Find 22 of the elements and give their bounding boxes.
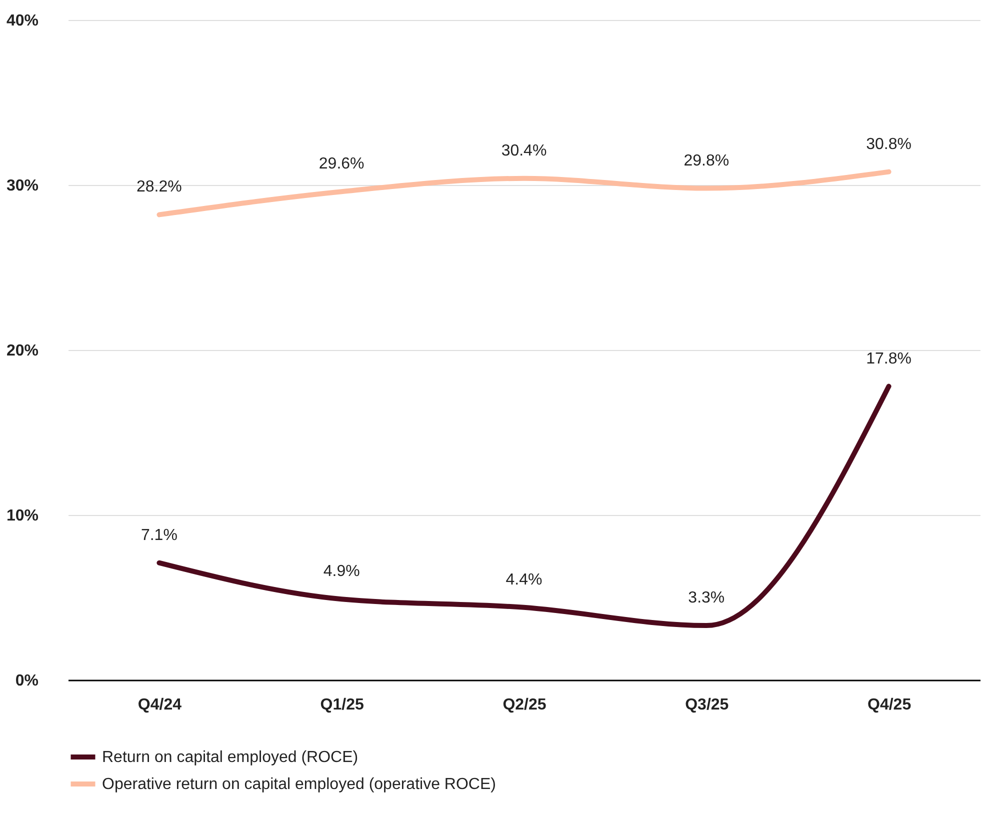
- x-tick-label: Q4/25: [868, 696, 912, 714]
- x-tick-label: Q1/25: [320, 696, 364, 714]
- y-tick-label: 30%: [6, 178, 38, 194]
- data-label: 7.1%: [140, 526, 178, 544]
- data-label: 17.8%: [866, 350, 912, 368]
- data-label: 30.4%: [501, 142, 547, 160]
- data-label: 4.4%: [506, 571, 542, 588]
- y-tick-label: 0%: [15, 672, 38, 690]
- data-label: 4.9%: [323, 563, 360, 580]
- legend-label: Operative return on capital employed (operative ROCE): [102, 776, 496, 793]
- y-tick-label: 40%: [6, 12, 38, 30]
- x-tick-label: Q2/25: [502, 696, 546, 714]
- x-tick-label: Q3/25: [685, 696, 729, 714]
- legend-label: Return on capital employed (ROCE): [102, 749, 358, 766]
- y-tick-label: 10%: [6, 508, 38, 524]
- data-label: 30.8%: [866, 136, 912, 153]
- data-label: 3.3%: [688, 590, 725, 607]
- data-label: 29.8%: [684, 152, 730, 170]
- data-label: 29.6%: [318, 156, 364, 173]
- y-tick-label: 20%: [6, 342, 38, 360]
- data-label: 28.2%: [136, 178, 182, 196]
- x-tick-label: Q4/24: [138, 696, 182, 714]
